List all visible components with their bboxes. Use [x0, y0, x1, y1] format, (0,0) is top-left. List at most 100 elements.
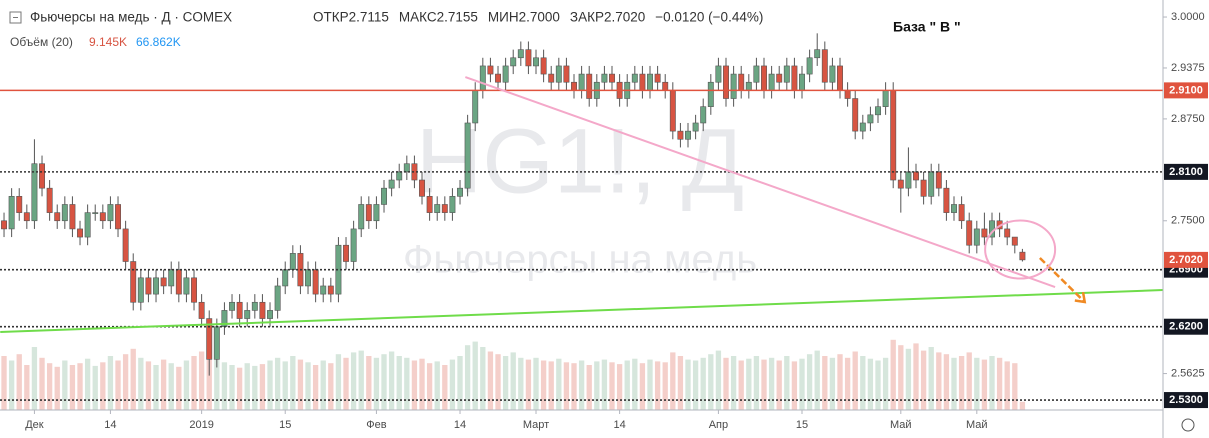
- volume-bar: [670, 352, 676, 410]
- volume-bar: [191, 356, 197, 410]
- candle-body: [586, 73, 593, 99]
- candle-body: [905, 171, 912, 189]
- volume-bar: [791, 361, 798, 410]
- candle-body: [495, 73, 501, 83]
- candle-body: [244, 310, 251, 319]
- volume-bar: [107, 356, 114, 410]
- volume-bar: [898, 345, 904, 410]
- candle-body: [844, 90, 851, 99]
- candle-body: [84, 212, 91, 238]
- volume-bar: [571, 363, 577, 410]
- volume-value: 9.145K: [89, 35, 127, 49]
- volume-bar: [426, 363, 433, 410]
- y-tick-label: 2.8750: [1171, 113, 1205, 125]
- annotation: База " В ": [893, 19, 961, 35]
- candle-body: [533, 57, 539, 67]
- collapse-icon[interactable]: [9, 11, 22, 24]
- volume-bar: [958, 356, 965, 410]
- watermark-symbol: HG1!, Д: [416, 110, 744, 212]
- volume-bar: [776, 360, 782, 410]
- candle-body: [61, 204, 68, 222]
- volume-bar: [274, 357, 281, 410]
- candle-body: [806, 57, 813, 75]
- volume-bar: [502, 356, 509, 410]
- volume-bar: [966, 352, 972, 410]
- volume-bar: [366, 356, 372, 410]
- candle-body: [54, 212, 61, 222]
- candle-body: [168, 269, 175, 287]
- volume-bar: [495, 354, 501, 410]
- candle-body: [829, 65, 836, 83]
- candle-body: [768, 73, 775, 91]
- volume-bar: [746, 358, 752, 410]
- volume-bar: [472, 341, 478, 410]
- volume-bar: [753, 356, 760, 410]
- volume-bar: [936, 352, 942, 410]
- candle-body: [799, 73, 805, 91]
- candle-body: [852, 98, 859, 132]
- candle-body: [639, 73, 646, 91]
- volume-bar: [328, 363, 334, 410]
- candle-body: [282, 269, 289, 287]
- volume-bar: [1004, 361, 1010, 410]
- last-price-box: [1164, 251, 1208, 268]
- volume-bar: [282, 361, 288, 410]
- candle-body: [973, 228, 980, 246]
- volume-bar: [685, 359, 691, 410]
- volume-bar: [578, 360, 585, 410]
- last-price-label: 2.7020: [1169, 254, 1203, 266]
- volume-bar: [715, 350, 722, 410]
- volume-bar: [138, 357, 144, 410]
- volume-bar: [708, 354, 714, 410]
- volume-bar: [153, 365, 159, 410]
- candle-body: [540, 57, 547, 75]
- volume-bar: [335, 354, 342, 410]
- volume-bar: [943, 354, 950, 410]
- volume-bar: [419, 358, 425, 410]
- volume-bar: [457, 356, 463, 410]
- volume-bar: [768, 357, 775, 410]
- candle-body: [145, 277, 152, 295]
- volume-bar: [730, 356, 737, 410]
- candle-body: [358, 204, 365, 230]
- candle-body: [723, 65, 729, 99]
- candle-body: [647, 73, 653, 91]
- candle-body: [327, 285, 334, 295]
- candle-body: [707, 81, 714, 107]
- volume-ma-value: 66.862K: [136, 35, 181, 49]
- candle-body: [966, 220, 973, 246]
- volume-bar: [852, 351, 858, 410]
- candle-body: [563, 65, 570, 83]
- x-tick-label: 14: [104, 419, 116, 431]
- price-box: [1164, 392, 1208, 409]
- volume-bar: [373, 357, 380, 410]
- candle-body: [761, 65, 767, 91]
- volume-bar: [518, 357, 524, 410]
- candle-body: [213, 326, 220, 360]
- x-tick-label: 15: [796, 419, 808, 431]
- volume-bar: [54, 366, 60, 410]
- candle-body: [130, 261, 137, 303]
- candle-body: [571, 81, 577, 91]
- candle-body: [107, 204, 114, 222]
- watermark-name: Фьючерсы на медь: [403, 238, 757, 282]
- volume-bar: [449, 359, 456, 410]
- volume-bar: [890, 339, 896, 410]
- candle-body: [525, 49, 532, 67]
- x-tick-label: Дек: [25, 419, 44, 431]
- y-tick-label: 2.7500: [1171, 215, 1205, 227]
- volume-bar: [822, 356, 828, 410]
- candle-body: [388, 179, 395, 189]
- candle-body: [875, 106, 881, 116]
- candle-body: [92, 212, 99, 214]
- volume-bar: [556, 358, 562, 410]
- candle-body: [419, 179, 425, 197]
- candle-body: [555, 65, 562, 83]
- settings-icon[interactable]: [1181, 418, 1195, 432]
- ohlc-value: ОТКР2.7115: [313, 10, 389, 25]
- volume-bar: [381, 354, 387, 410]
- volume-bar: [639, 363, 646, 410]
- volume-bar: [244, 363, 250, 410]
- volume-bar: [981, 359, 988, 410]
- candle-body: [441, 204, 448, 213]
